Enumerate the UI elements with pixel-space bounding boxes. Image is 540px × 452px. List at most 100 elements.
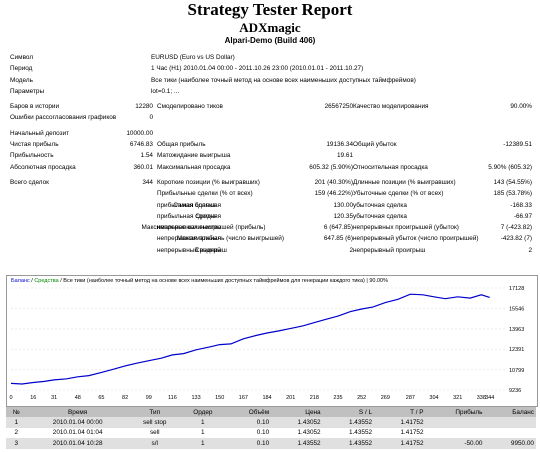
y-tick-label: 15546 — [509, 306, 524, 312]
legend-balance: Баланс — [11, 278, 30, 284]
largest-profit-label: прибыльная сделка — [157, 201, 216, 209]
table-cell: 1.41752 — [374, 417, 426, 428]
trades-col-header: Прибыль — [425, 407, 485, 417]
avgcons-left: Средний — [195, 246, 221, 254]
pf-label: Прибыльность — [10, 152, 54, 160]
largest-loss-label: убыточная сделка — [353, 201, 407, 209]
reldd-value: 5.90% (605.32) — [488, 163, 532, 171]
table-cell: sell stop — [128, 417, 181, 428]
avg-win-value: 2 — [349, 246, 353, 254]
maximal-left: Максимальная — [176, 235, 221, 243]
payoff-label: Матожидание выигрыша — [157, 152, 231, 160]
short-value: 201 (40.30%) — [314, 178, 353, 186]
ticks-value: 26567250 — [324, 103, 353, 111]
average-left: Средняя — [195, 212, 221, 220]
maxcons-loss-label: непрерывных проигрышей (убыток) — [353, 224, 459, 232]
trades-col-header: № — [6, 407, 27, 417]
chart-legend: Баланс / Средства / Все тики (наиболее т… — [11, 278, 388, 284]
x-tick-label: 82 — [122, 395, 128, 401]
short-label: Короткие позиции (% выигравших) — [157, 178, 260, 186]
table-cell: s/l — [128, 438, 181, 449]
x-tick-label: 304 — [429, 395, 438, 401]
payoff-value: 19.61 — [337, 152, 353, 160]
period-value: 1 Час (H1) 2010.01.04 00:00 - 2011.10.26… — [151, 65, 364, 73]
deposit-value: 10000.00 — [126, 129, 153, 137]
quality-value: 90.00% — [510, 103, 532, 111]
avg-profit-value: 120.35 — [333, 212, 353, 220]
avg-loss-cons-value: 2 — [528, 246, 532, 254]
balance-chart: 17128 15546 13963 12391 10799 9236 0 16 31 48 65 82… — [6, 275, 538, 407]
x-tick-label: 287 — [406, 395, 415, 401]
table-cell: 1 — [180, 417, 225, 428]
balance-line — [10, 293, 490, 385]
period-label: Период — [10, 65, 33, 73]
table-cell: 0.10 — [224, 438, 272, 449]
table-cell: 1.43052 — [297, 429, 321, 437]
table-cell: 1 — [180, 438, 225, 449]
table-cell — [426, 428, 485, 439]
trades-col-header: Ордер — [180, 407, 225, 417]
x-tick-label: 31 — [51, 395, 57, 401]
y-tick-label: 13963 — [509, 327, 524, 333]
x-tick-label: 16 — [30, 395, 36, 401]
x-tick-label: 321 — [453, 395, 462, 401]
trades-col-header: Тип — [128, 407, 181, 417]
server-name: Alpari-Demo (Build 406) — [224, 36, 316, 45]
trades-col-header: Время — [26, 407, 129, 417]
x-tick-label: 0 — [9, 395, 12, 401]
table-cell: 1.43552 — [348, 429, 373, 437]
maxcons-win-label: непрерывных выигрышей (прибыль) — [157, 224, 266, 232]
table-cell: 1.43552 — [322, 438, 375, 449]
table-cell: 2 — [14, 429, 19, 437]
x-tick-label: 184 — [262, 395, 271, 401]
expert-name: ADXmagic — [239, 20, 301, 35]
avg-loss-label: убыточная сделка — [353, 212, 407, 220]
params-label: Параметры — [10, 87, 45, 95]
total-value: 344 — [142, 178, 153, 186]
maxdd-label: Максимальная просадка — [157, 163, 231, 171]
trades-col-header: S / L — [322, 407, 375, 417]
x-tick-label: 218 — [310, 395, 319, 401]
table-cell — [484, 417, 536, 428]
model-label: Модель — [10, 76, 33, 84]
loss-trades-label: Убыточные сделки (% от всех) — [353, 190, 444, 198]
y-tick-label: 9236 — [509, 388, 521, 394]
trades-col-header: Объём — [224, 407, 272, 417]
symbol-label: Символ — [10, 54, 34, 61]
legend-sep: / — [29, 278, 35, 284]
x-tick-label: 167 — [239, 395, 248, 401]
table-cell: 1.43052 — [271, 417, 323, 428]
table-cell: 1.41752 — [400, 429, 424, 437]
trades-col-header: Цена — [271, 407, 323, 417]
absdd-label: Абсолютная просадка — [10, 163, 76, 171]
report-title: Strategy Tester Report — [187, 0, 353, 19]
bars-value: 12280 — [135, 103, 153, 111]
table-row: 1 2010.01.04 00:00 sell stop 1 0.10 1.43052 1.… — [6, 417, 536, 428]
table-cell: 1 — [6, 417, 27, 428]
x-tick-label: 65 — [98, 395, 104, 401]
profit-trades-label: Прибыльные сделки (% от всех) — [157, 190, 253, 198]
table-cell: 0.10 — [256, 429, 270, 437]
table-cell: sell — [149, 429, 160, 437]
x-tick-label: 116 — [168, 395, 177, 401]
avg-profit-label: прибыльная сделка — [157, 212, 216, 220]
table-row: 2 2010.01.04 01:04 sell 1 0.10 1.43052 1.43552… — [6, 428, 536, 439]
trades-col-header: Баланс — [484, 407, 536, 417]
table-cell: 3 — [6, 438, 27, 449]
table-cell: 1 — [201, 429, 205, 437]
grossloss-label: Общий убыток — [353, 141, 397, 149]
pf-value: 1.54 — [140, 152, 153, 160]
x-tick-label: 269 — [381, 395, 390, 401]
x-tick-label: 48 — [75, 395, 81, 401]
table-cell — [425, 417, 485, 428]
y-tick-label: 12391 — [509, 347, 524, 353]
maxcons-win-value: 6 (647.85) — [323, 224, 353, 232]
long-value: 143 (54.55%) — [493, 178, 532, 186]
balance-chart-svg: 17128 15546 13963 12391 10799 9236 0 16 31 48 65 82… — [9, 286, 524, 401]
y-tick-label: 10799 — [509, 368, 524, 374]
grossprofit-value: 19136.34 — [326, 141, 353, 149]
reldd-label: Относительная просадка — [353, 163, 428, 171]
trades-body: 1 2010.01.04 00:00 sell stop 1 0.10 1.43052 1.… — [6, 417, 536, 449]
grossloss-value: -12389.51 — [503, 141, 532, 149]
